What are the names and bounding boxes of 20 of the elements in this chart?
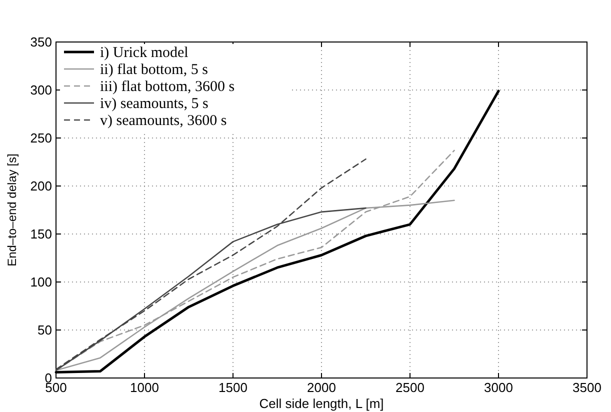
y-tick-label: 200 [30, 178, 52, 194]
y-tick-label: 150 [30, 226, 52, 242]
legend-label: iii) flat bottom, 3600 s [100, 79, 235, 95]
x-tick-label: 1000 [130, 380, 159, 395]
legend-label: i) Urick model [100, 45, 188, 61]
y-tick-label: 250 [30, 130, 52, 146]
y-tick-label: 300 [30, 82, 52, 98]
x-tick-label: 1500 [218, 380, 248, 395]
x-tick-label: 2000 [307, 380, 336, 395]
x-tick-label: 3000 [484, 380, 513, 395]
y-tick-label: 100 [30, 274, 52, 290]
x-tick-label: 2500 [396, 380, 424, 395]
legend-label: ii) flat bottom, 5 s [100, 62, 208, 78]
legend-label: iv) seamounts, 5 s [100, 96, 208, 112]
y-axis-title: End–to–end delay [s] [5, 154, 19, 266]
x-tick-label: 3500 [572, 380, 602, 395]
y-tick-label: 350 [30, 34, 52, 50]
legend-label: v) seamounts, 3600 s [100, 113, 227, 129]
y-tick-label: 50 [38, 322, 52, 338]
x-axis-title: Cell side length, L [m] [259, 396, 384, 411]
